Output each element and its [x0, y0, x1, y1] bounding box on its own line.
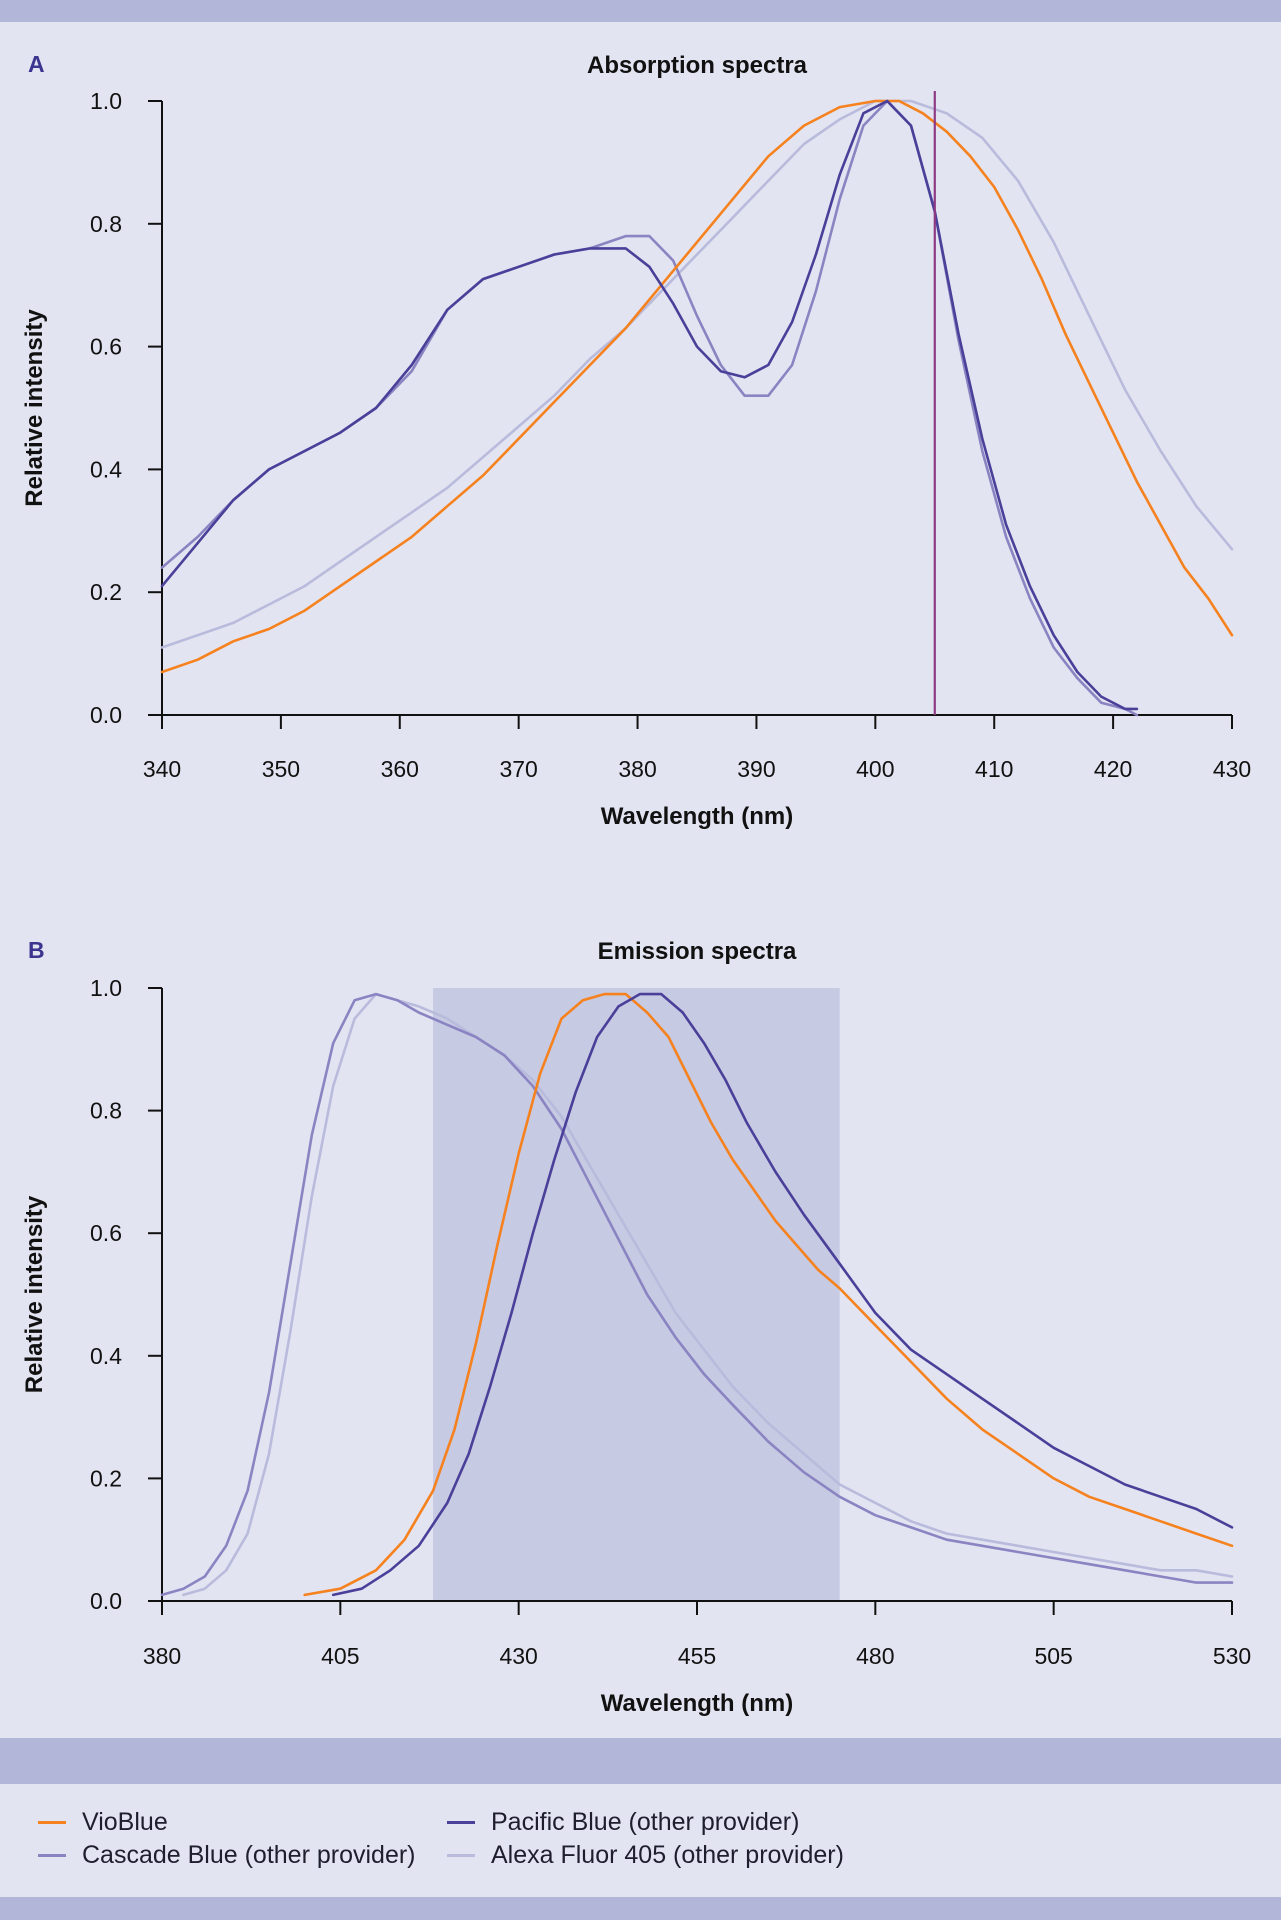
panel-b-x-tick-label: 430	[499, 1643, 537, 1669]
panel-b-letter: B	[28, 937, 45, 963]
panel-b-x-tick-label: 530	[1213, 1643, 1251, 1669]
panel-a-title: Absorption spectra	[587, 52, 808, 79]
panel-a-series-pacific-blue	[160, 99, 1139, 711]
panel-b-x-tick-label: 480	[856, 1643, 894, 1669]
panel-b-x-tick-label: 505	[1034, 1643, 1072, 1669]
panel-a-series-cascade-blue	[160, 99, 1139, 717]
panel-a-series-alexa-fluor	[160, 99, 1234, 649]
legend-swatch-pacific-blue	[447, 1821, 475, 1824]
panel-a-y-tick-label: 0.4	[90, 456, 122, 482]
panel-b-x-axis-label: Wavelength (nm)	[601, 1690, 793, 1717]
panel-a-x-tick-label: 360	[381, 756, 419, 782]
panel-a-y-tick-label: 0.0	[90, 702, 122, 728]
panel-b-y-tick-label: 1.0	[90, 975, 122, 1001]
legend: VioBlue Pacific Blue (other provider) Ca…	[0, 1800, 1281, 1880]
panel-b-y-tick-label: 0.4	[90, 1343, 122, 1369]
legend-label-alexa-fluor: Alexa Fluor 405 (other provider)	[491, 1841, 844, 1869]
panel-a-x-tick-label: 380	[618, 756, 656, 782]
panel-b-y-tick-label: 0.6	[90, 1220, 122, 1246]
panel-a-x-axis-label: Wavelength (nm)	[601, 803, 793, 830]
panel-b-y-tick-label: 0.8	[90, 1098, 122, 1124]
panel-b-x-tick-label: 380	[143, 1643, 181, 1669]
panel-a-x-tick-label: 370	[499, 756, 537, 782]
panel-a-letter: A	[28, 51, 45, 77]
panel-a-x-tick-label: 400	[856, 756, 894, 782]
legend-item-alexa-fluor: Alexa Fluor 405 (other provider)	[447, 1841, 844, 1870]
panel-b-x-tick-label: 405	[321, 1643, 359, 1669]
panel-b-series-alexa-fluor	[182, 992, 1234, 1597]
panel-b-y-tick-label: 0.0	[90, 1588, 122, 1614]
header-band	[0, 0, 1281, 22]
panel-b-title: Emission spectra	[598, 938, 797, 965]
legend-item-vioblue: VioBlue	[38, 1808, 168, 1837]
panel-b-y-axis-label: Relative intensity	[21, 1195, 48, 1393]
panel-a-series-vioblue	[160, 99, 1234, 674]
legend-separator-band	[0, 1738, 1281, 1784]
panel-a-x-tick-label: 340	[143, 756, 181, 782]
panel-a-y-tick-label: 1.0	[90, 88, 122, 114]
legend-item-cascade-blue: Cascade Blue (other provider)	[38, 1841, 416, 1870]
panel-b-x-tick-label: 455	[678, 1643, 716, 1669]
panel-b-filter-band	[433, 988, 840, 1601]
panel-a-y-axis-label: Relative intensity	[21, 309, 48, 507]
panel-a-x-tick-label: 390	[737, 756, 775, 782]
panel-b-series-vioblue	[303, 992, 1234, 1597]
panel-b-series-pacific-blue	[331, 992, 1234, 1597]
panel-a-x-tick-label: 350	[262, 756, 300, 782]
legend-label-vioblue: VioBlue	[82, 1808, 168, 1836]
legend-label-cascade-blue: Cascade Blue (other provider)	[82, 1841, 416, 1869]
legend-swatch-vioblue	[38, 1821, 66, 1824]
legend-label-pacific-blue: Pacific Blue (other provider)	[491, 1808, 800, 1836]
panel-a-y-tick-label: 0.8	[90, 211, 122, 237]
panel-b-series-cascade-blue	[160, 992, 1234, 1597]
panel-a-x-tick-label: 430	[1213, 756, 1251, 782]
panel-a-x-tick-label: 410	[975, 756, 1013, 782]
legend-item-pacific-blue: Pacific Blue (other provider)	[447, 1808, 799, 1837]
panel-a-x-tick-label: 420	[1094, 756, 1132, 782]
legend-swatch-alexa-fluor	[447, 1854, 475, 1857]
panel-a-y-tick-label: 0.6	[90, 334, 122, 360]
footer-band	[0, 1897, 1281, 1920]
panel-b-y-tick-label: 0.2	[90, 1465, 122, 1491]
spectra-chart: A Absorption spectra 0.0 0.2 0.4 0.6 0.8 1.0 340…	[21, 51, 1251, 1717]
panel-a-y-tick-label: 0.2	[90, 579, 122, 605]
legend-swatch-cascade-blue	[38, 1854, 66, 1857]
